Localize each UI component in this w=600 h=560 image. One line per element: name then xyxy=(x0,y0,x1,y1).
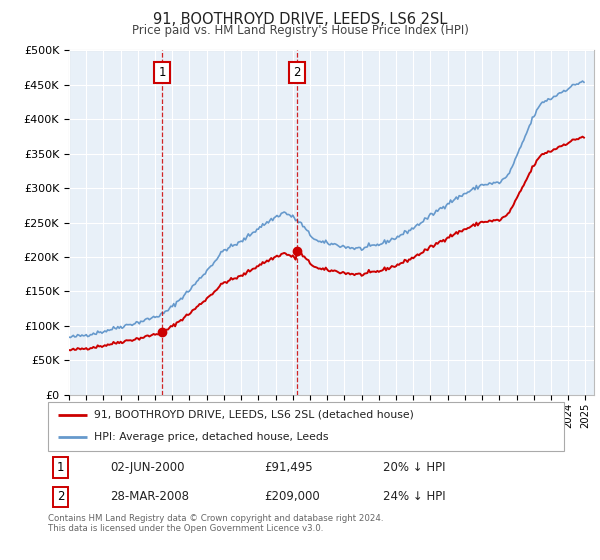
Text: 91, BOOTHROYD DRIVE, LEEDS, LS6 2SL: 91, BOOTHROYD DRIVE, LEEDS, LS6 2SL xyxy=(153,12,447,27)
Text: 1: 1 xyxy=(158,66,166,79)
Text: £209,000: £209,000 xyxy=(265,491,320,503)
Text: 2: 2 xyxy=(57,491,65,503)
Text: 24% ↓ HPI: 24% ↓ HPI xyxy=(383,491,446,503)
Text: £91,495: £91,495 xyxy=(265,461,313,474)
Text: 2: 2 xyxy=(293,66,301,79)
Text: 91, BOOTHROYD DRIVE, LEEDS, LS6 2SL (detached house): 91, BOOTHROYD DRIVE, LEEDS, LS6 2SL (det… xyxy=(94,410,415,420)
Text: 28-MAR-2008: 28-MAR-2008 xyxy=(110,491,189,503)
Text: 02-JUN-2000: 02-JUN-2000 xyxy=(110,461,184,474)
Text: Price paid vs. HM Land Registry's House Price Index (HPI): Price paid vs. HM Land Registry's House … xyxy=(131,24,469,37)
FancyBboxPatch shape xyxy=(48,402,564,451)
Text: 1: 1 xyxy=(57,461,65,474)
Text: 20% ↓ HPI: 20% ↓ HPI xyxy=(383,461,446,474)
Text: HPI: Average price, detached house, Leeds: HPI: Average price, detached house, Leed… xyxy=(94,432,329,442)
Text: Contains HM Land Registry data © Crown copyright and database right 2024.
This d: Contains HM Land Registry data © Crown c… xyxy=(48,514,383,534)
